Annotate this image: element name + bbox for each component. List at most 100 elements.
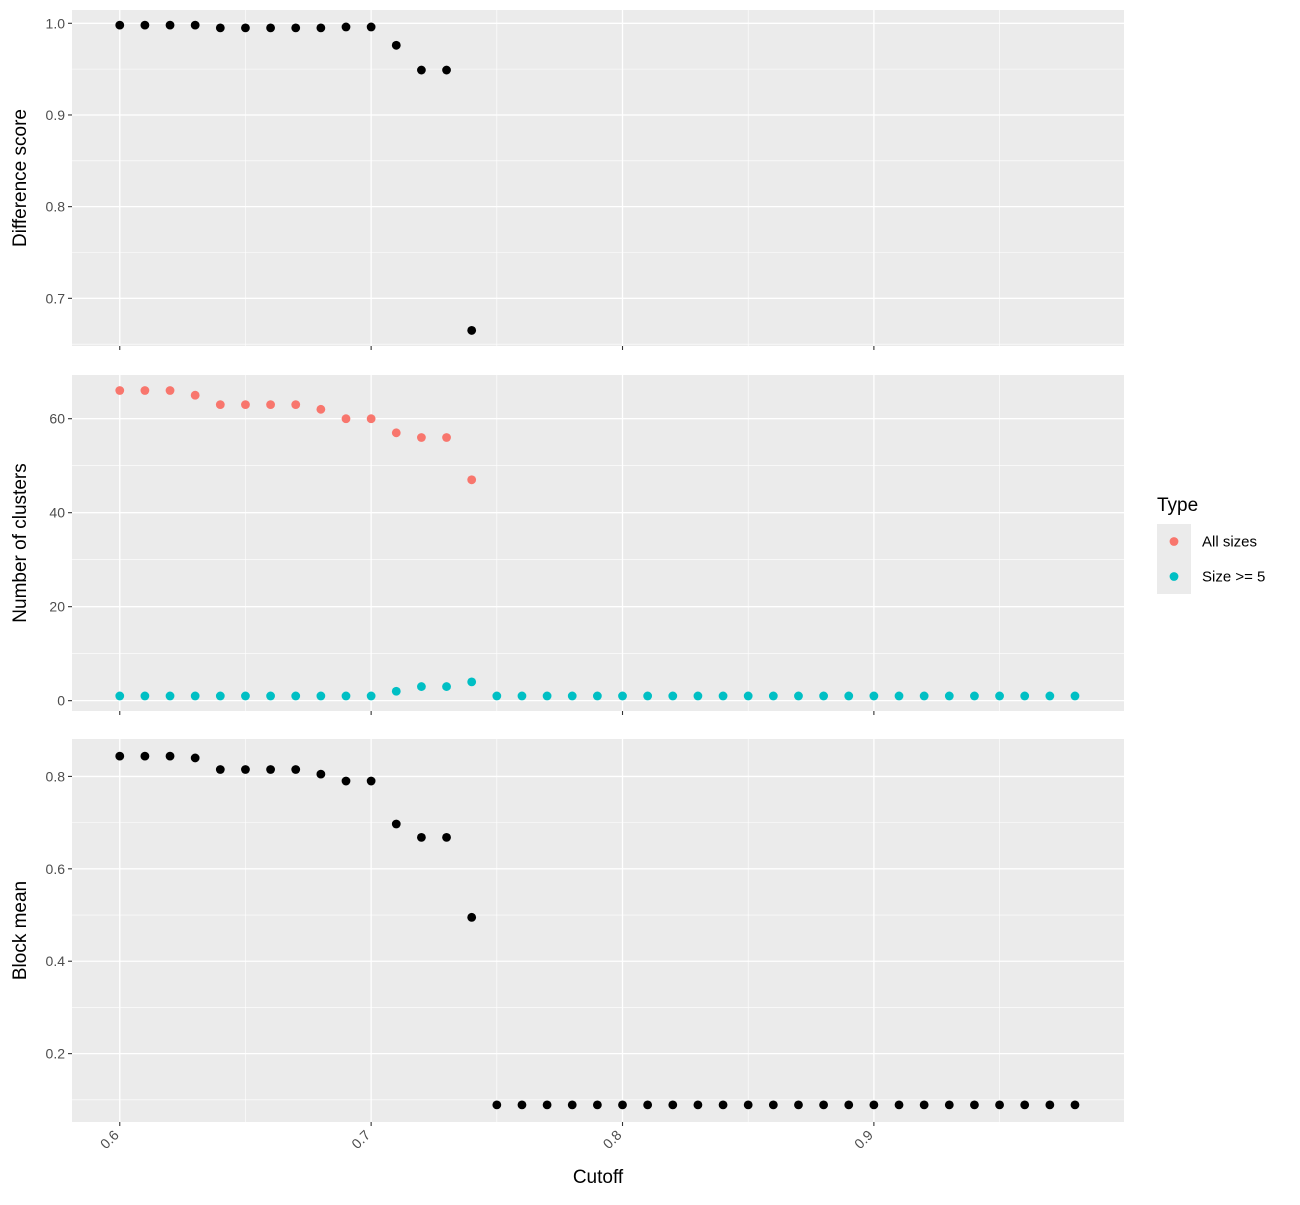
data-point bbox=[190, 753, 200, 763]
data-point bbox=[316, 769, 326, 779]
data-point bbox=[391, 686, 401, 696]
data-point bbox=[1045, 691, 1055, 701]
panel-2: 0 20 40 60 Number of clusters bbox=[10, 375, 1124, 715]
data-point bbox=[391, 40, 401, 50]
data-point bbox=[1045, 1100, 1055, 1110]
data-point bbox=[995, 691, 1004, 701]
y-tick-label: 0.6 bbox=[46, 861, 66, 877]
data-point bbox=[341, 22, 351, 32]
y-tick-label: 0.4 bbox=[46, 953, 66, 969]
x-axis-title: Cutoff bbox=[573, 1167, 624, 1188]
data-point bbox=[366, 691, 376, 701]
data-point bbox=[341, 691, 351, 701]
data-point bbox=[366, 414, 376, 424]
data-point bbox=[241, 400, 250, 410]
y-tick-label: 20 bbox=[49, 599, 65, 615]
legend: All sizes Size >= 5 bbox=[1157, 524, 1265, 594]
data-point bbox=[668, 1100, 678, 1110]
data-point bbox=[341, 776, 351, 786]
data-point bbox=[391, 428, 401, 438]
data-point bbox=[869, 1100, 879, 1110]
data-point bbox=[995, 1100, 1004, 1110]
data-point bbox=[417, 65, 426, 75]
data-point bbox=[819, 1100, 829, 1110]
data-point bbox=[919, 691, 929, 701]
y-tick-label: 0.2 bbox=[46, 1046, 66, 1062]
x-tick-label: 0.8 bbox=[600, 1127, 625, 1152]
data-point bbox=[970, 1100, 979, 1110]
data-point bbox=[1070, 691, 1080, 701]
legend-title: Type bbox=[1157, 495, 1198, 516]
y-axis-title: Difference score bbox=[10, 109, 31, 247]
data-point bbox=[542, 1100, 552, 1110]
data-point bbox=[467, 912, 477, 922]
data-point bbox=[467, 326, 477, 335]
data-point bbox=[618, 1100, 627, 1110]
y-axis-title: Number of clusters bbox=[10, 463, 31, 622]
data-point bbox=[115, 20, 125, 30]
data-point bbox=[819, 691, 829, 701]
data-point bbox=[944, 1100, 954, 1110]
y-tick-label: 0.8 bbox=[46, 199, 66, 215]
data-point bbox=[140, 691, 150, 701]
y-tick-label: 1.0 bbox=[46, 15, 66, 31]
panel-background bbox=[72, 739, 1124, 1122]
data-point bbox=[266, 765, 275, 774]
data-point bbox=[115, 691, 125, 701]
data-point bbox=[743, 691, 753, 701]
data-point bbox=[442, 433, 451, 442]
data-point bbox=[894, 1100, 904, 1110]
data-point bbox=[693, 1100, 703, 1110]
data-point bbox=[366, 22, 376, 32]
data-point bbox=[442, 833, 451, 842]
data-point bbox=[316, 404, 326, 414]
y-tick-label: 0.8 bbox=[46, 768, 66, 784]
data-point bbox=[115, 751, 125, 761]
x-tick-label: 0.6 bbox=[97, 1127, 122, 1152]
data-point bbox=[190, 691, 200, 701]
data-point bbox=[215, 23, 225, 33]
data-point bbox=[794, 691, 803, 701]
data-point bbox=[291, 400, 301, 410]
data-point bbox=[567, 691, 577, 701]
data-point bbox=[366, 776, 376, 786]
data-point bbox=[266, 400, 275, 410]
y-axis-title: Block mean bbox=[10, 881, 31, 980]
data-point bbox=[115, 386, 125, 395]
y-tick-label: 60 bbox=[49, 411, 65, 427]
data-point bbox=[341, 414, 351, 424]
data-point bbox=[517, 691, 527, 701]
y-tick-label: 0 bbox=[57, 693, 65, 709]
data-point bbox=[291, 765, 301, 774]
data-point bbox=[316, 23, 326, 33]
data-point bbox=[241, 23, 250, 33]
data-point bbox=[844, 1100, 854, 1110]
data-point bbox=[140, 386, 150, 395]
x-tick-label: 0.7 bbox=[348, 1127, 373, 1152]
data-point bbox=[190, 20, 200, 30]
data-point bbox=[592, 691, 602, 701]
data-point bbox=[442, 65, 451, 75]
data-point bbox=[215, 400, 225, 410]
y-tick-label: 0.7 bbox=[46, 290, 66, 306]
data-point bbox=[165, 751, 175, 761]
data-point bbox=[165, 691, 175, 701]
data-point bbox=[718, 691, 728, 701]
data-point bbox=[241, 765, 250, 774]
data-point bbox=[517, 1100, 527, 1110]
data-point bbox=[467, 677, 477, 687]
data-point bbox=[140, 751, 150, 761]
data-point bbox=[768, 1100, 778, 1110]
data-point bbox=[442, 682, 451, 691]
data-point bbox=[743, 1100, 753, 1110]
data-point bbox=[492, 1100, 502, 1110]
data-point bbox=[1070, 1100, 1080, 1110]
data-point bbox=[165, 386, 175, 395]
data-point bbox=[266, 691, 275, 701]
y-tick-label: 40 bbox=[49, 505, 65, 521]
data-point bbox=[190, 390, 200, 400]
data-point bbox=[467, 475, 477, 485]
data-point bbox=[417, 433, 426, 442]
